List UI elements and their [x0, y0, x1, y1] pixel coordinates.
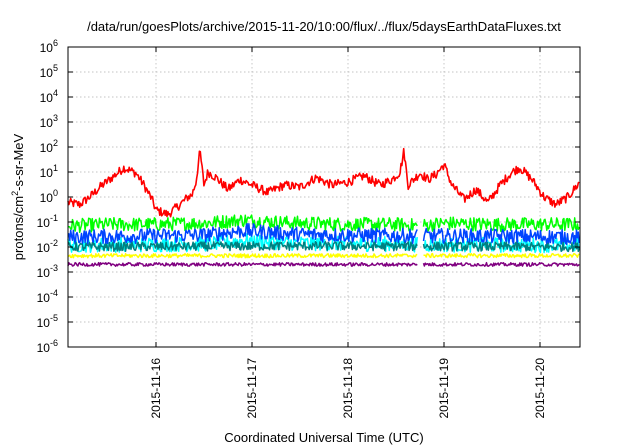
- grid: [68, 47, 580, 347]
- y-tick-label: 10-2: [37, 238, 58, 255]
- y-tick-label: 102: [40, 138, 58, 155]
- series-line: [67, 252, 580, 259]
- y-tick-label: 101: [40, 163, 58, 180]
- series-line: [67, 261, 580, 267]
- x-tick-label: 2015-11-18: [341, 358, 355, 419]
- y-tick-label: 10-3: [37, 263, 58, 280]
- x-tick-label: 2015-11-20: [533, 358, 547, 419]
- y-tick-label: 100: [40, 188, 58, 205]
- y-axis: 10-6 10-5 10-4 10-3 10-2 10-1 100 101 102 103 104 1…: [37, 38, 580, 355]
- y-tick-label: 103: [40, 113, 58, 130]
- y-tick-label: 10-6: [37, 338, 58, 355]
- x-tick-label: 2015-11-16: [149, 358, 163, 419]
- y-tick-label: 10-5: [37, 313, 58, 330]
- x-tick-label: 2015-11-19: [437, 358, 451, 419]
- x-axis-label: Coordinated Universal Time (UTC): [224, 430, 423, 445]
- y-tick-label: 104: [40, 88, 58, 105]
- series-line: [67, 222, 580, 246]
- x-axis: 2015-11-16 2015-11-17 2015-11-18 2015-11-19…: [149, 47, 547, 419]
- y-tick-label: 10-4: [37, 288, 58, 305]
- series-line: [68, 240, 580, 253]
- y-axis-label: protons/cm2-s-sr-MeV: [10, 133, 26, 260]
- chart-title: /data/run/goesPlots/archive/2015-11-20/1…: [87, 19, 561, 34]
- y-tick-label: 106: [40, 38, 58, 55]
- series-line: [67, 147, 580, 218]
- data-series: [67, 147, 580, 267]
- y-tick-label: 10-1: [37, 213, 58, 230]
- x-tick-label: 2015-11-17: [245, 358, 259, 419]
- y-tick-label: 105: [40, 63, 58, 80]
